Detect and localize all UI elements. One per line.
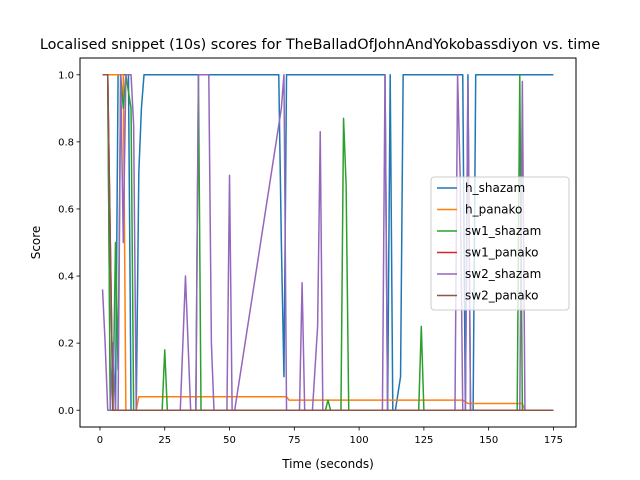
series-line-sw2_panako <box>102 74 554 411</box>
legend-label-h_shazam: h_shazam <box>465 181 525 195</box>
x-tick-label: 0 <box>97 435 103 446</box>
x-tick-label: 125 <box>414 435 433 446</box>
x-tick-label: 175 <box>544 435 563 446</box>
y-tick-label: 0.8 <box>58 137 74 148</box>
x-tick-label: 50 <box>223 435 236 446</box>
legend-frame <box>430 176 570 311</box>
x-axis: 0 25 50 75 100 125 150 175 <box>97 427 563 446</box>
x-tick-label: 150 <box>479 435 498 446</box>
x-tick-label: 75 <box>288 435 301 446</box>
y-axis-label: Score <box>29 226 43 260</box>
chart-title: Localised snippet (10s) scores for TheBa… <box>40 37 600 53</box>
y-tick-label: 0.0 <box>58 406 74 417</box>
y-tick-label: 1.0 <box>58 70 74 81</box>
x-tick-label: 100 <box>350 435 369 446</box>
y-axis: 0.0 0.2 0.4 0.6 0.8 1.0 <box>58 70 80 417</box>
legend-label-sw1_shazam: sw1_shazam <box>465 224 541 238</box>
x-tick-label: 25 <box>158 435 171 446</box>
y-tick-label: 0.6 <box>58 205 74 216</box>
series-line-sw2_shazam <box>101 74 554 411</box>
legend-label-h_panako: h_panako <box>465 203 522 217</box>
legend-label-sw1_panako: sw1_panako <box>465 246 539 260</box>
x-axis-label: Time (seconds) <box>281 457 374 471</box>
legend: h_shazam h_panako sw1_shazam sw1_panako sw2_… <box>430 176 570 311</box>
plot-area-frame <box>79 57 577 428</box>
legend-label-sw2_shazam: sw2_shazam <box>465 267 541 281</box>
y-tick-label: 0.2 <box>58 339 74 350</box>
y-tick-label: 0.4 <box>58 272 74 283</box>
legend-label-sw2_panako: sw2_panako <box>465 289 539 303</box>
